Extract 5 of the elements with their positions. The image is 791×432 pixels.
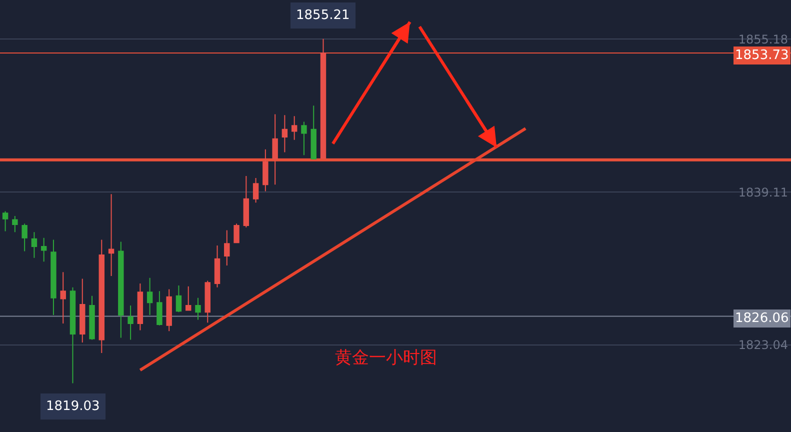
candlestick: [2, 210, 8, 232]
candlestick: [31, 232, 38, 258]
candlestick: [40, 237, 47, 262]
candlestick: [12, 216, 18, 233]
candlestick: [22, 223, 28, 252]
